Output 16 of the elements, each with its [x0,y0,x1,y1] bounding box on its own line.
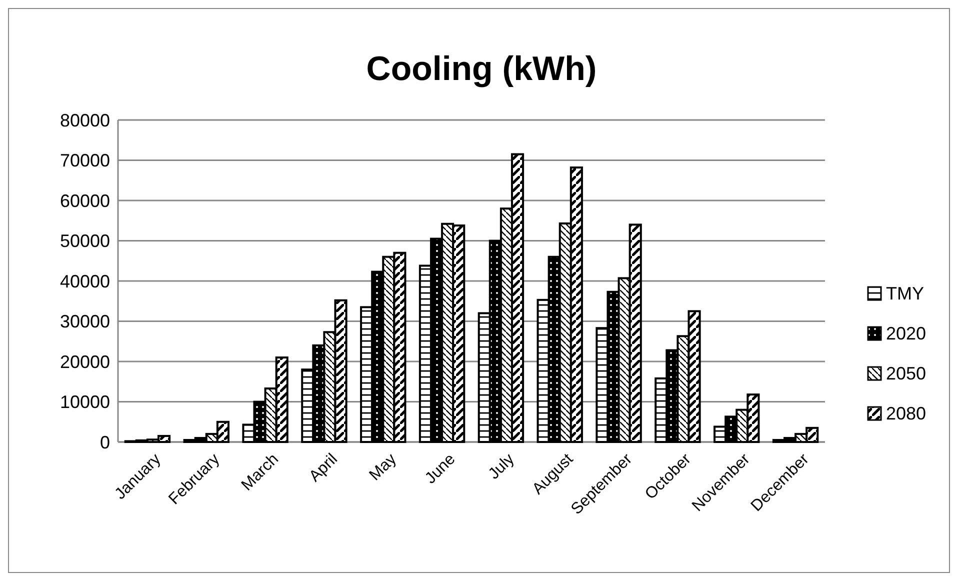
y-tick-label: 60000 [60,190,110,211]
chart-title: Cooling (kWh) [366,50,597,88]
y-tick-label: 20000 [60,352,110,372]
legend-label: TMY [886,283,924,304]
y-tick-label: 10000 [60,392,110,412]
y-tick-label: 50000 [60,231,110,252]
y-tick-label: 40000 [60,271,110,292]
y-tick-label: 70000 [60,150,110,171]
x-tick-label: July [486,450,518,483]
x-tick-label: May [366,450,400,484]
y-tick-label: 80000 [60,110,110,130]
y-tick-label: 30000 [60,312,110,332]
y-tick-label: 0 [100,432,110,452]
legend-label: 2020 [886,323,926,344]
legend-label: 2080 [886,403,926,424]
legend-label: 2050 [886,363,926,384]
